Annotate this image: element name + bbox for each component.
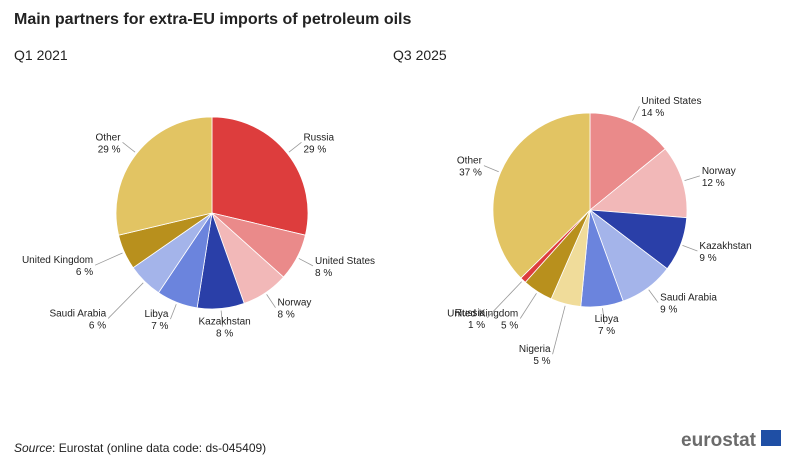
slice-value-label: 6 % — [89, 320, 106, 331]
leader-line — [298, 258, 314, 267]
logo-flag — [761, 430, 781, 446]
pie-slice — [115, 116, 213, 236]
slice-label: Norway — [702, 166, 736, 177]
leader-line — [266, 294, 276, 308]
slice-label: Other — [457, 156, 483, 167]
leader-line — [552, 305, 566, 355]
slice-label: United Kingdom — [447, 309, 518, 320]
source-label: Source — [14, 441, 52, 455]
slice-label: Kazakhstan — [699, 241, 751, 252]
slice-value-label: 29 % — [303, 144, 326, 155]
slice-label: Libya — [145, 309, 169, 320]
slice-value-label: 7 % — [598, 326, 615, 337]
slice-value-label: 7 % — [151, 321, 168, 332]
slice-value-label: 8 % — [315, 268, 332, 279]
slice-label: United Kingdom — [22, 255, 93, 266]
slice-label: Saudi Arabia — [49, 308, 106, 319]
leader-line — [170, 304, 177, 320]
pie-slice — [589, 112, 666, 211]
leader-line — [122, 142, 136, 153]
leader-line — [94, 252, 123, 266]
slice-label: Russia — [303, 132, 334, 143]
pie-slice — [492, 112, 591, 279]
slice-value-label: 5 % — [533, 356, 550, 367]
slice-label: Libya — [595, 314, 619, 325]
logo: eurostat — [681, 430, 757, 451]
leader-line — [486, 281, 522, 319]
slice-label: Saudi Arabia — [660, 293, 717, 304]
slice-label: Nigeria — [519, 344, 551, 355]
slice-value-label: 14 % — [641, 108, 664, 119]
slice-value-label: 9 % — [699, 253, 716, 264]
slice-label: Kazakhstan — [198, 317, 250, 328]
leader-line — [220, 310, 224, 327]
slice-value-label: 1 % — [468, 320, 485, 331]
slice-value-label: 6 % — [76, 267, 93, 278]
source-text: : Eurostat (online data code: ds-045409) — [52, 441, 266, 455]
slice-label: United States — [315, 256, 375, 267]
leader-line — [107, 282, 144, 319]
leader-line — [632, 105, 640, 121]
slice-value-label: 12 % — [702, 178, 725, 189]
leader-line — [483, 165, 499, 173]
slice-label: United States — [641, 96, 701, 107]
source: Source: Eurostat (online data code: ds-0… — [14, 441, 266, 455]
page-title: Main partners for extra-EU imports of pe… — [14, 11, 412, 28]
leader-line — [519, 293, 537, 319]
slice-value-label: 37 % — [459, 168, 482, 179]
slice-label: Norway — [278, 298, 312, 309]
leader-line — [682, 244, 698, 252]
leader-line — [602, 308, 605, 325]
slice-value-label: 8 % — [278, 310, 295, 321]
leader-line — [288, 142, 302, 153]
slice-value-label: 5 % — [501, 321, 518, 332]
slice-value-label: 9 % — [660, 305, 677, 316]
chart-subtitle: Q3 2025 — [393, 47, 447, 63]
leader-line — [648, 289, 659, 303]
slice-value-label: 29 % — [98, 144, 121, 155]
slice-value-label: 8 % — [216, 329, 233, 340]
pie-slice — [588, 148, 688, 219]
chart-subtitle: Q1 2021 — [14, 47, 68, 63]
slice-label: Russia — [455, 308, 486, 319]
pie-slice — [211, 116, 309, 236]
leader-line — [684, 175, 700, 181]
slice-label: Other — [96, 132, 122, 143]
